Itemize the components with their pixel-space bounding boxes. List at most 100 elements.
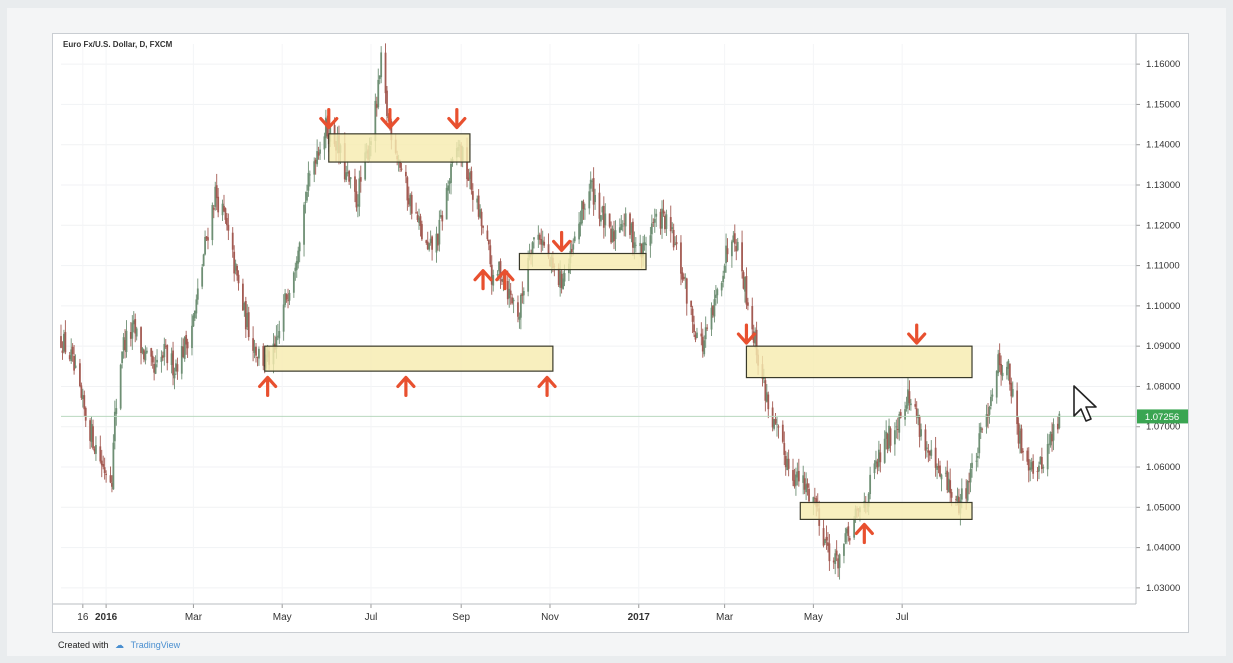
candle-body: [848, 538, 851, 541]
candle-body: [579, 222, 582, 225]
candle-body: [873, 463, 876, 474]
candle-body: [103, 467, 106, 474]
candle-body: [777, 426, 780, 428]
candle-body: [186, 341, 189, 349]
candle-body: [278, 330, 281, 339]
candle-body: [496, 274, 499, 276]
current-price-label: 1.07256: [1145, 412, 1179, 423]
chart-panel[interactable]: 1.16000 1.15000 1.14000 1.13000 1.12000 1.110…: [52, 33, 1189, 633]
zone-mid-zone[interactable]: [518, 252, 647, 271]
candle-body: [822, 528, 825, 546]
candle-body: [196, 288, 199, 300]
candle-body: [258, 348, 260, 359]
candle-body: [487, 239, 490, 245]
candle-body: [947, 478, 950, 492]
candle-body: [706, 327, 709, 329]
arrow-head: [447, 116, 467, 130]
candle-body: [512, 299, 515, 302]
candle-body: [642, 242, 645, 256]
arrow-down-icon: [736, 323, 757, 345]
candle-body: [471, 191, 474, 200]
candle-body: [969, 468, 972, 483]
candle-body: [664, 215, 666, 230]
candle-body: [380, 52, 383, 78]
candle-body: [121, 351, 124, 364]
candle-body: [946, 470, 949, 490]
candle-body: [630, 223, 633, 233]
candle-body: [899, 412, 902, 418]
candle-body: [173, 373, 176, 379]
candle-body: [164, 345, 167, 347]
candle-body: [80, 385, 83, 398]
tradingview-brand-label[interactable]: TradingView: [130, 640, 181, 650]
candle-body: [469, 172, 471, 179]
arrow-head: [319, 116, 339, 130]
candle-body: [722, 275, 725, 283]
candle-body: [684, 277, 687, 279]
candle-body: [602, 205, 605, 228]
arrow-head: [736, 332, 757, 345]
candle-body: [783, 443, 786, 455]
candle-body: [589, 179, 592, 189]
arrow-up-icon: [473, 269, 493, 291]
y-tick-label: 1.07000: [1146, 422, 1180, 433]
zone-resistance-right[interactable]: [745, 345, 973, 379]
candle-body: [428, 243, 431, 250]
candle-body: [1056, 423, 1059, 430]
candle-body: [511, 297, 514, 304]
candle-body: [400, 168, 403, 170]
tradingview-logo-icon[interactable]: ☁: [115, 640, 125, 650]
candle-body: [285, 294, 288, 300]
zone-support-right[interactable]: [799, 501, 973, 520]
candle-body: [643, 242, 646, 245]
candle-body: [844, 533, 847, 543]
candle-body: [543, 241, 546, 246]
price-chart[interactable]: 1.16000 1.15000 1.14000 1.13000 1.12000 1.110…: [53, 34, 1188, 632]
candle-body: [262, 346, 265, 366]
candle-body: [774, 418, 777, 424]
candle-body: [439, 215, 442, 218]
candle-body: [797, 470, 800, 482]
candle-body: [751, 306, 754, 330]
candle-body: [113, 411, 116, 442]
candle-body: [714, 294, 717, 298]
candle-body: [1048, 443, 1051, 445]
candle-body: [518, 316, 521, 320]
candle-body: [418, 218, 420, 223]
candle-body: [390, 120, 393, 141]
candle-body: [1032, 460, 1035, 474]
candle-body: [276, 335, 279, 337]
candle-body: [540, 238, 543, 245]
candle-body: [703, 340, 706, 355]
candle-body: [781, 424, 784, 442]
zone-resistance-top[interactable]: [328, 133, 471, 163]
candle-body: [236, 265, 238, 276]
candle-body: [604, 213, 607, 226]
candle-body: [710, 307, 713, 330]
candle-body: [317, 152, 320, 156]
candle-body: [998, 352, 1001, 366]
candle-body: [649, 235, 652, 246]
candle-body: [784, 456, 787, 468]
candle-body: [450, 163, 452, 183]
candle-body: [681, 272, 684, 280]
arrow-head: [537, 375, 557, 389]
candle-body: [185, 334, 188, 345]
candle-body: [482, 225, 484, 228]
candle-body: [364, 152, 367, 180]
candle-body: [522, 291, 525, 296]
candle-body: [640, 243, 643, 258]
candle-body: [486, 230, 489, 240]
candle-body: [410, 194, 413, 214]
candle-body: [765, 392, 768, 402]
candle-body: [610, 228, 612, 243]
candle-body: [691, 308, 694, 322]
x-tick-label: Jul: [896, 612, 909, 623]
candle-body: [1049, 431, 1052, 446]
arrow-head: [380, 116, 400, 130]
candle-body: [1030, 462, 1033, 470]
candle-body: [501, 279, 503, 282]
candle-body: [217, 196, 220, 213]
zone-support-left[interactable]: [264, 345, 554, 372]
y-tick-label: 1.12000: [1146, 220, 1180, 231]
